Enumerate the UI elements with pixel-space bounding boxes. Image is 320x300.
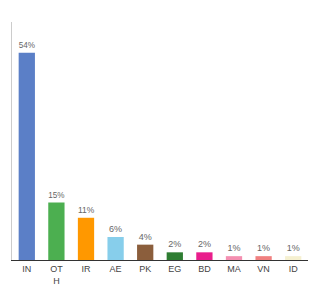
svg-text:BD: BD (198, 264, 211, 274)
svg-text:1%: 1% (287, 243, 300, 253)
svg-text:IN: IN (22, 264, 31, 274)
svg-text:4%: 4% (139, 232, 152, 242)
svg-text:AE: AE (110, 264, 122, 274)
svg-text:OTH: OTH (50, 264, 63, 286)
svg-text:1%: 1% (227, 243, 240, 253)
svg-text:MA: MA (227, 264, 241, 274)
svg-text:11%: 11% (78, 205, 95, 215)
svg-text:PK: PK (139, 264, 151, 274)
svg-text:IR: IR (82, 264, 92, 274)
svg-text:6%: 6% (109, 224, 122, 234)
svg-text:54%: 54% (19, 41, 35, 50)
svg-text:2%: 2% (168, 239, 181, 249)
svg-text:EG: EG (168, 264, 181, 274)
svg-text:15%: 15% (48, 191, 64, 200)
svg-text:VN: VN (257, 264, 270, 274)
svg-text:ID: ID (289, 264, 299, 274)
svg-text:2%: 2% (198, 239, 211, 249)
svg-text:1%: 1% (257, 243, 270, 253)
